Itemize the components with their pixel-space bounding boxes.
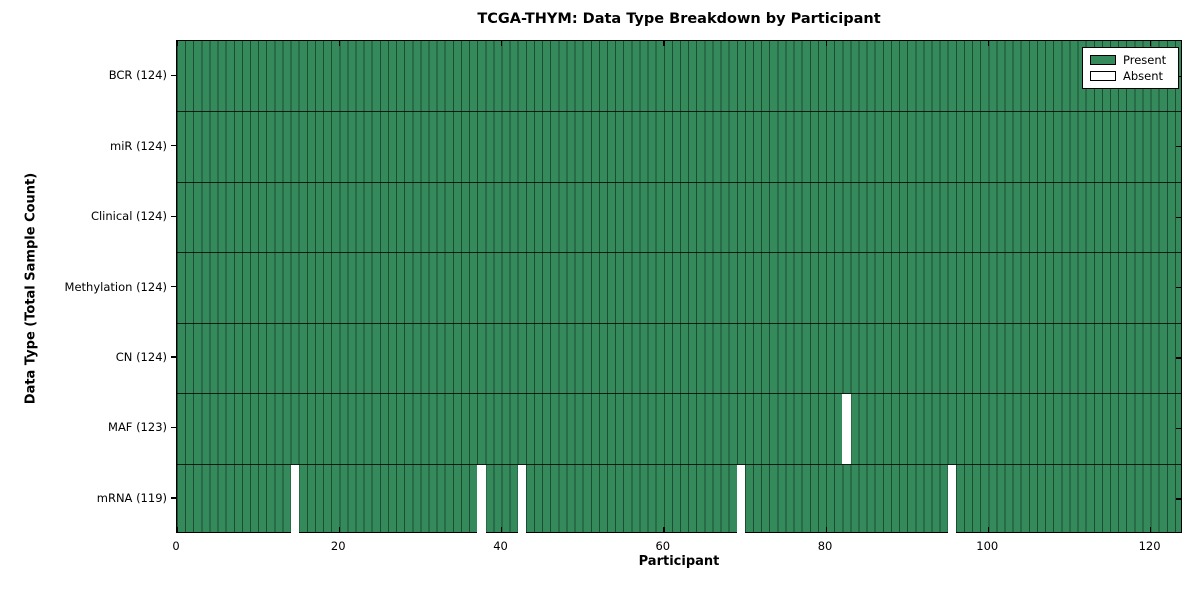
plot-area: [176, 40, 1182, 534]
x-tick-mark: [987, 527, 990, 532]
y-tick-mark: [1176, 146, 1181, 148]
row-separator: [177, 393, 1181, 395]
data-type-row-mir: [177, 111, 1181, 181]
legend-swatch-absent: [1090, 71, 1116, 81]
x-tick-label-20: 20: [330, 539, 346, 553]
x-tick-mark: [1150, 527, 1152, 532]
y-tick-mark: [1176, 357, 1181, 359]
y-tick-label-methylation: Methylation (124): [64, 279, 167, 294]
x-tick-mark: [176, 527, 178, 532]
x-tick-label-60: 60: [655, 539, 671, 553]
x-tick-mark: [825, 41, 827, 46]
x-tick-mark: [663, 41, 665, 46]
x-tick-mark: [338, 41, 341, 46]
absent-cell-mrna-95: [947, 464, 957, 534]
legend-label: Absent: [1123, 69, 1164, 83]
y-tick-label-maf: MAF (123): [108, 420, 167, 435]
y-tick-label-mrna: mRNA (119): [96, 490, 167, 505]
absent-cell-mrna-37: [477, 464, 486, 534]
absent-cell-maf-82: [842, 394, 851, 464]
y-tick-mark: [1176, 287, 1181, 289]
y-tick-mark: [171, 286, 176, 288]
y-tick-mark: [171, 145, 176, 147]
y-tick-mark: [1176, 427, 1181, 430]
legend-item-absent: Absent: [1090, 68, 1172, 84]
data-type-row-methylation: [177, 252, 1181, 322]
x-tick-mark: [1150, 41, 1152, 46]
row-separator: [177, 181, 1181, 183]
legend-label: Present: [1123, 53, 1167, 67]
x-tick-label-0: 0: [172, 539, 180, 553]
x-tick-mark: [987, 41, 990, 46]
x-tick-label-40: 40: [493, 539, 508, 553]
y-tick-label-cn: CN (124): [115, 349, 167, 364]
x-tick-label-80: 80: [817, 539, 833, 553]
y-tick-mark: [171, 74, 176, 76]
absent-cell-mrna-14: [290, 464, 300, 534]
legend-swatch-present: [1090, 55, 1116, 65]
data-type-row-mrna: [177, 464, 1181, 534]
y-tick-mark: [1176, 216, 1181, 218]
x-tick-mark: [663, 527, 665, 532]
data-type-row-clinical: [177, 182, 1181, 252]
x-tick-mark: [825, 527, 827, 532]
data-type-row-maf: [177, 393, 1181, 463]
y-tick-label-clinical: Clinical (124): [90, 209, 167, 224]
y-tick-label-mir: miR (124): [110, 138, 167, 153]
y-tick-mark: [1176, 498, 1181, 500]
x-tick-mark: [501, 41, 503, 46]
chart-title: TCGA-THYM: Data Type Breakdown by Partic…: [477, 11, 881, 27]
x-tick-label-100: 100: [976, 539, 999, 553]
legend: Present Absent: [1082, 47, 1179, 89]
x-tick-label-120: 120: [1138, 539, 1161, 553]
data-type-row-cn: [177, 323, 1181, 393]
y-tick-mark: [171, 215, 176, 217]
x-tick-mark: [338, 527, 341, 532]
absent-cell-mrna-42: [517, 464, 527, 534]
y-tick-label-bcr: BCR (124): [108, 68, 167, 83]
row-separator: [177, 322, 1181, 324]
x-tick-mark: [501, 527, 503, 532]
row-separator: [177, 252, 1181, 254]
absent-cell-mrna-69: [736, 464, 746, 534]
x-axis-label: Participant: [638, 554, 720, 569]
row-separator: [177, 463, 1181, 465]
x-tick-mark: [176, 41, 178, 46]
y-tick-mark: [171, 426, 176, 429]
present-cells-layer: [177, 41, 1181, 532]
legend-item-present: Present: [1090, 52, 1172, 68]
data-type-row-bcr: [177, 41, 1181, 111]
y-tick-mark: [171, 356, 176, 358]
row-separator: [177, 111, 1181, 113]
y-tick-mark: [171, 497, 176, 499]
